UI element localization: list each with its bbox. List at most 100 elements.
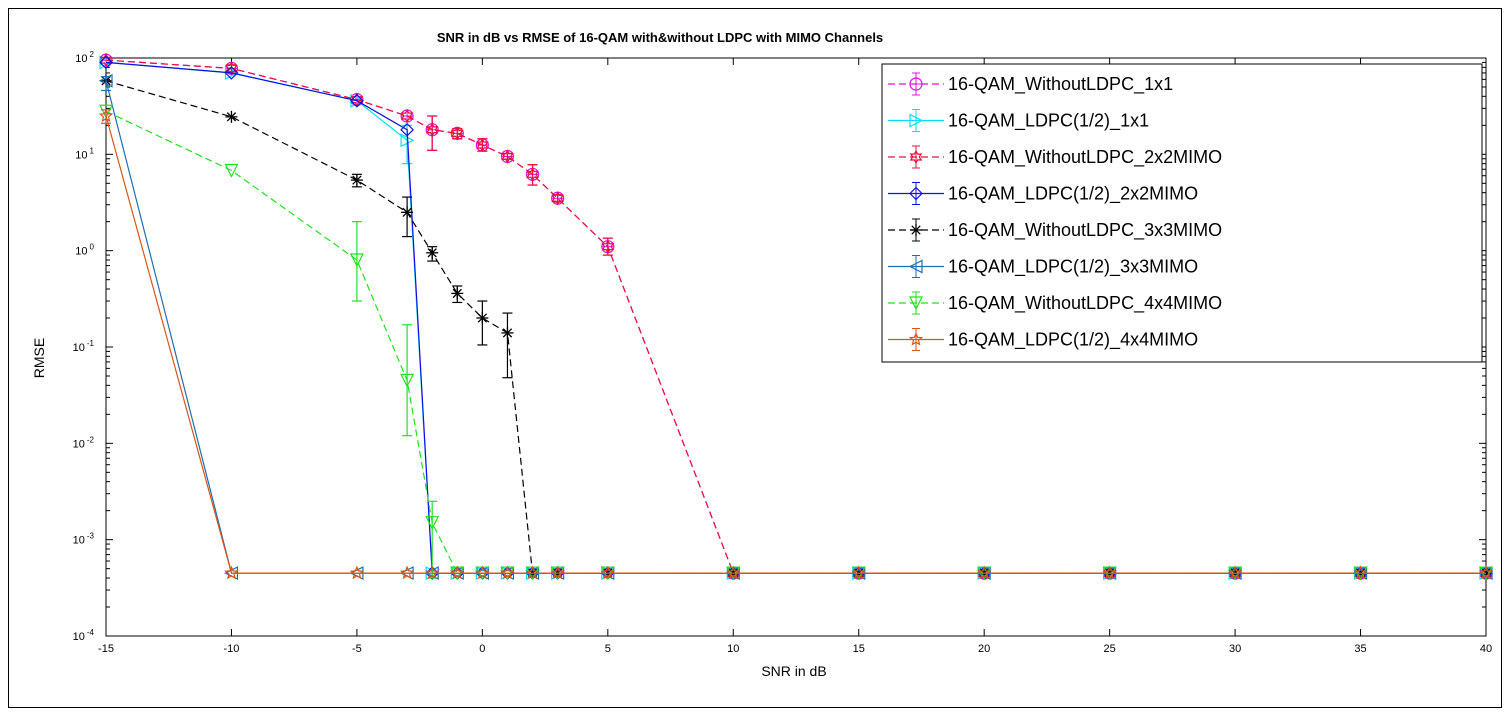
series-5-point-ray bbox=[477, 313, 488, 323]
series-3-point bbox=[476, 137, 489, 153]
legend-item-8: 16-QAM_LDPC(1/2)_4x4MIMO bbox=[888, 328, 1198, 351]
x-tick-label: 10 bbox=[727, 643, 739, 655]
x-tick-label: -10 bbox=[224, 643, 240, 655]
series-3-point bbox=[99, 52, 113, 68]
y-axis-label: RMSE bbox=[31, 338, 47, 378]
y-tick-label: 10 -4 bbox=[73, 628, 95, 643]
series-3-point bbox=[601, 239, 615, 254]
series-4-point bbox=[99, 55, 113, 70]
series-4-point bbox=[224, 66, 239, 80]
series-3-point bbox=[501, 149, 514, 164]
series-5-point bbox=[476, 312, 489, 325]
series-8-point bbox=[349, 565, 365, 580]
series-8-point bbox=[475, 565, 490, 580]
series-7-point bbox=[400, 373, 415, 388]
plot-area: -15 -10 -5 0 5 10 15 20 25 30 35 40 10-4 10-3 10-2 10-1… bbox=[73, 50, 1494, 655]
legend-label: 16-QAM_LDPC(1/2)_3x3MIMO bbox=[948, 257, 1198, 278]
series-3-point bbox=[225, 61, 238, 76]
y-tick-label: 10 2 bbox=[75, 50, 94, 65]
chart-title: SNR in dB vs RMSE of 16-QAM with&without… bbox=[437, 30, 883, 45]
series-8-point bbox=[600, 565, 616, 580]
series-7-point bbox=[99, 104, 113, 119]
x-tick-label: 30 bbox=[1229, 643, 1241, 655]
series-8 bbox=[98, 108, 1494, 580]
y-tick-label: 10 -2 bbox=[73, 435, 95, 450]
series-5-point bbox=[451, 287, 464, 300]
series-8-line bbox=[105, 115, 1486, 574]
series-5-point-ray bbox=[226, 112, 237, 122]
y-tick-label: 10 0 bbox=[75, 243, 94, 258]
series-3-point bbox=[450, 126, 464, 141]
series-8-point bbox=[976, 565, 992, 580]
series-8-point bbox=[224, 565, 239, 580]
series-8-point bbox=[726, 565, 741, 580]
legend: 16-QAM_WithoutLDPC_1x1 16-QAM_LDPC(1/2)_1… bbox=[881, 63, 1483, 363]
legend-label: 16-QAM_WithoutLDPC_1x1 bbox=[948, 74, 1173, 95]
series-5-point-ray bbox=[452, 288, 462, 299]
legend-label: 16-QAM_WithoutLDPC_2x2MIMO bbox=[948, 147, 1222, 168]
series-8-point bbox=[525, 565, 540, 580]
series-7-point bbox=[425, 516, 440, 531]
series-8-point bbox=[550, 565, 565, 580]
series-3-point bbox=[350, 92, 364, 107]
x-tick-label: 20 bbox=[978, 643, 990, 655]
series-8-point bbox=[1227, 565, 1243, 580]
series-5-point-ray bbox=[402, 207, 412, 217]
series-5-line bbox=[105, 80, 1486, 574]
series-7-error-bar bbox=[351, 221, 362, 302]
series-8-point bbox=[98, 108, 114, 123]
y-tick-label: 10 -1 bbox=[73, 339, 95, 354]
x-axis-label: SNR in dB bbox=[761, 663, 826, 679]
series-8-point bbox=[1478, 565, 1494, 580]
legend-item-3: 16-QAM_WithoutLDPC_2x2MIMO bbox=[888, 145, 1222, 169]
series-7-line bbox=[105, 110, 1486, 574]
y-tick-label: 10 1 bbox=[75, 146, 94, 161]
series-4-point bbox=[350, 93, 364, 108]
x-tick-label: 35 bbox=[1354, 643, 1366, 655]
series-8-point bbox=[851, 565, 866, 580]
series-5-point bbox=[225, 110, 238, 123]
legend-item-6: 16-QAM_LDPC(1/2)_3x3MIMO bbox=[888, 255, 1198, 278]
series-8-point bbox=[399, 565, 415, 580]
x-tick-label: -5 bbox=[352, 643, 362, 655]
legend-box bbox=[881, 63, 1483, 363]
series-8-point bbox=[424, 565, 440, 580]
x-tick-label: 40 bbox=[1480, 643, 1492, 655]
series-5-point-ray bbox=[427, 248, 437, 258]
legend-item-2: 16-QAM_LDPC(1/2)_1x1 bbox=[888, 109, 1149, 132]
series-1-point bbox=[400, 109, 414, 123]
series-7-error-bar bbox=[402, 324, 413, 437]
series-8-point bbox=[500, 565, 515, 580]
series-8-point bbox=[1353, 565, 1368, 580]
series-3-point bbox=[551, 190, 564, 206]
legend-label: 16-QAM_LDPC(1/2)_2x2MIMO bbox=[948, 184, 1198, 205]
series-3-error-bar bbox=[427, 115, 438, 151]
series-5-point-ray bbox=[352, 175, 362, 185]
series-8-point bbox=[450, 565, 465, 580]
series-5-point bbox=[350, 174, 363, 187]
series-5-point bbox=[426, 246, 439, 259]
x-tick-label: 15 bbox=[853, 643, 865, 655]
series-5-error-bar bbox=[502, 312, 513, 379]
series-8-point bbox=[1102, 565, 1117, 580]
legend-item-4: 16-QAM_LDPC(1/2)_2x2MIMO bbox=[888, 182, 1198, 205]
series-3-point bbox=[425, 122, 439, 138]
series-4-point bbox=[400, 122, 414, 137]
legend-item-1: 16-QAM_WithoutLDPC_1x1 bbox=[888, 72, 1173, 96]
x-tick-label: -15 bbox=[98, 643, 114, 655]
x-tick-label: 25 bbox=[1104, 643, 1116, 655]
series-5-point bbox=[501, 326, 514, 339]
legend-label: 16-QAM_LDPC(1/2)_4x4MIMO bbox=[948, 330, 1198, 351]
series-3-point bbox=[526, 167, 539, 182]
series-5-point-ray bbox=[502, 328, 513, 338]
legend-item-7: 16-QAM_WithoutLDPC_4x4MIMO bbox=[888, 291, 1222, 315]
legend-label: 16-QAM_LDPC(1/2)_1x1 bbox=[948, 111, 1149, 132]
series-3-point bbox=[400, 108, 414, 124]
legend-item-5: 16-QAM_WithoutLDPC_3x3MIMO bbox=[888, 218, 1222, 242]
y-tick-label: 10 -3 bbox=[73, 532, 95, 547]
series-7-point bbox=[224, 163, 239, 178]
series-5-point bbox=[401, 206, 414, 219]
series-7-point bbox=[349, 253, 364, 268]
legend-label: 16-QAM_WithoutLDPC_3x3MIMO bbox=[948, 220, 1222, 241]
